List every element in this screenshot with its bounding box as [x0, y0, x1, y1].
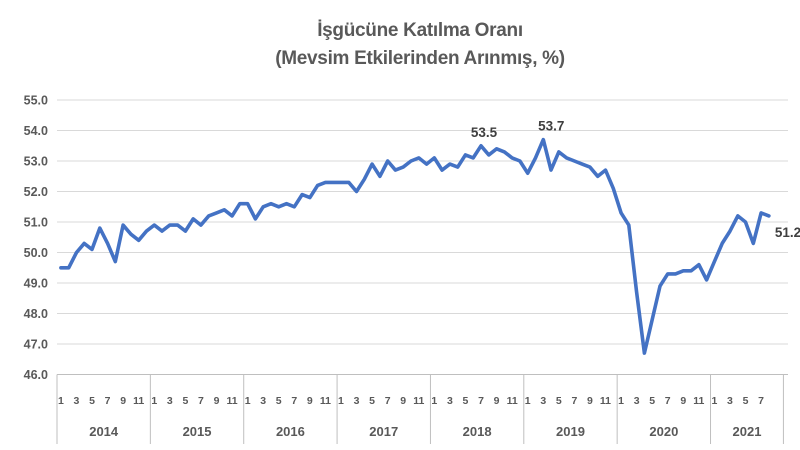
chart-title-line1: İşgücüne Katılma Oranı	[317, 20, 523, 41]
data-labels: 53.5 53.7 51.2	[471, 119, 800, 240]
month-tick-label: 3	[727, 395, 733, 407]
month-tick-label: 5	[369, 395, 375, 407]
month-tick-label: 11	[133, 395, 144, 407]
year-label: 2015	[183, 424, 212, 439]
month-tick-label: 3	[634, 395, 640, 407]
y-axis-tick-label: 48.0	[24, 307, 48, 321]
month-tick-label: 7	[478, 395, 484, 407]
month-tick-label: 5	[182, 395, 188, 407]
y-axis-tick-label: 54.0	[24, 124, 48, 138]
month-tick-label: 7	[105, 395, 111, 407]
month-tick-label: 5	[556, 395, 562, 407]
year-label: 2019	[556, 424, 585, 439]
y-axis-tick-label: 49.0	[24, 277, 48, 291]
y-axis-tick-label: 46.0	[24, 368, 48, 382]
month-tick-label: 1	[711, 395, 717, 407]
month-tick-label: 1	[431, 395, 437, 407]
month-tick-label: 11	[413, 395, 424, 407]
month-tick-label: 1	[151, 395, 157, 407]
month-tick-label: 9	[680, 395, 686, 407]
month-tick-label: 5	[89, 395, 95, 407]
y-axis-tick-label: 47.0	[24, 338, 48, 352]
month-tick-label: 11	[693, 395, 704, 407]
data-label: 53.5	[471, 125, 498, 140]
month-tick-label: 1	[525, 395, 531, 407]
year-label: 2021	[733, 424, 762, 439]
month-tick-label: 9	[400, 395, 406, 407]
month-tick-label: 3	[354, 395, 360, 407]
y-axis-tick-label: 52.0	[24, 185, 48, 199]
year-label: 2014	[89, 424, 119, 439]
month-tick-label: 1	[338, 395, 344, 407]
month-tick-label: 11	[226, 395, 237, 407]
month-tick-label: 5	[743, 395, 749, 407]
y-axis-tick-label: 55.0	[24, 94, 48, 108]
month-tick-label: 3	[540, 395, 546, 407]
month-tick-label: 5	[649, 395, 655, 407]
month-tick-label: 7	[571, 395, 577, 407]
month-tick-label: 9	[120, 395, 126, 407]
chart-title-line2: (Mevsim Etkilerinden Arınmış, %)	[275, 48, 565, 69]
month-tick-label: 1	[58, 395, 64, 407]
month-tick-label: 7	[198, 395, 204, 407]
month-tick-label: 7	[758, 395, 764, 407]
series-line	[59, 137, 771, 355]
month-tick-label: 9	[307, 395, 313, 407]
month-tick-label: 11	[507, 395, 518, 407]
month-tick-label: 9	[587, 395, 593, 407]
gridlines	[57, 99, 788, 375]
y-axis-tick-label: 53.0	[24, 155, 48, 169]
month-tick-label: 7	[665, 395, 671, 407]
month-tick-label: 3	[260, 395, 266, 407]
month-tick-label: 9	[494, 395, 500, 407]
year-label: 2018	[463, 424, 492, 439]
month-tick-label: 5	[463, 395, 469, 407]
month-tick-label: 5	[276, 395, 282, 407]
month-tick-label: 7	[291, 395, 297, 407]
y-axis-labels: 55.0 54.0 53.0 52.0 51.0 50.0 49.0 48.0 47.0 46.0	[24, 94, 48, 383]
month-tick-label: 3	[447, 395, 453, 407]
data-label: 53.7	[538, 119, 564, 134]
data-label: 51.2	[775, 225, 800, 240]
month-tick-label: 3	[167, 395, 173, 407]
month-tick-label: 11	[600, 395, 611, 407]
y-axis-tick-label: 51.0	[24, 216, 48, 230]
year-label: 2016	[276, 424, 305, 439]
month-tick-label: 1	[618, 395, 624, 407]
month-tick-label: 9	[214, 395, 220, 407]
month-tick-label: 3	[74, 395, 80, 407]
month-tick-label: 7	[385, 395, 391, 407]
y-axis-tick-label: 50.0	[24, 246, 48, 260]
year-label: 2020	[649, 424, 678, 439]
series-group	[59, 137, 771, 355]
month-tick-label: 1	[245, 395, 251, 407]
month-tick-label: 11	[320, 395, 331, 407]
year-label: 2017	[369, 424, 398, 439]
